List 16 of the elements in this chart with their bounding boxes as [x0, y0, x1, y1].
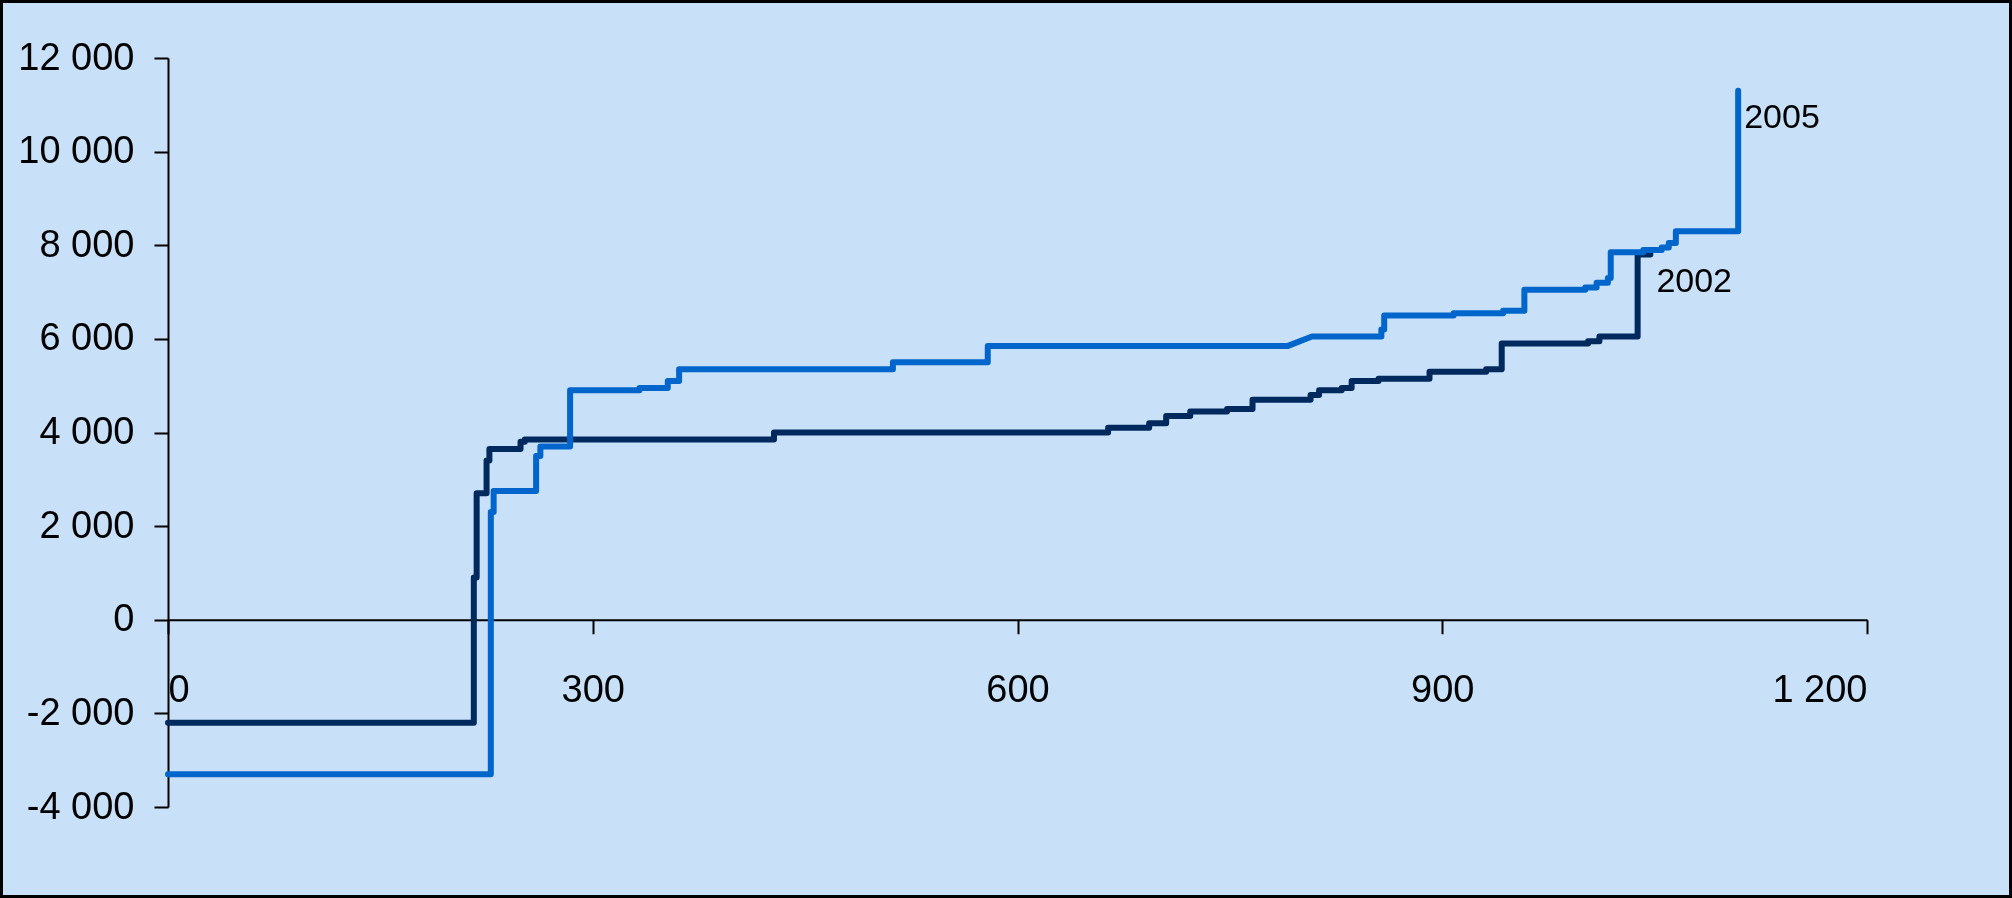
- y-tick-label: 0: [113, 597, 135, 640]
- y-tick-label: 4 000: [39, 410, 135, 452]
- y-tick-label: 12 000: [18, 35, 135, 78]
- y-tick-label: -4 000: [26, 784, 135, 827]
- series-label: 2005: [1744, 96, 1820, 135]
- y-tick-label: -2 000: [26, 690, 135, 733]
- x-tick-label: 900: [1411, 668, 1475, 711]
- y-tick-label: 10 000: [18, 129, 135, 172]
- x-tick-label: 600: [986, 668, 1050, 711]
- x-tick-label: 1 200: [1772, 668, 1868, 711]
- series-label: 2002: [1656, 260, 1733, 299]
- y-tick-label: 2 000: [39, 503, 135, 546]
- x-tick-label: 300: [561, 668, 625, 711]
- y-tick-label: 8 000: [39, 222, 135, 265]
- y-tick-label: 6 000: [39, 316, 135, 359]
- x-tick-label: 0: [168, 668, 190, 711]
